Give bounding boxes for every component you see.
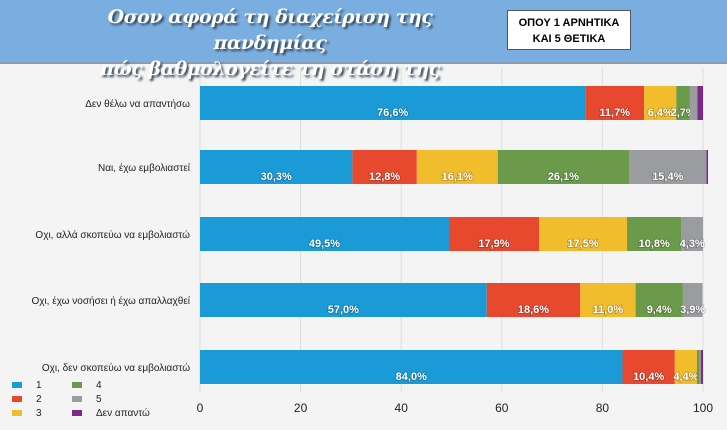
bar-segment xyxy=(200,86,586,120)
legend-swatch xyxy=(12,382,22,388)
note-line-2: ΚΑΙ 5 ΘΕΤΙΚΑ xyxy=(532,33,606,45)
legend-label: 2 xyxy=(36,394,42,405)
note-line-1: ΟΠΟΥ 1 ΑΡΝΗΤΙΚΑ xyxy=(518,17,620,29)
bar-segment xyxy=(697,86,703,120)
x-tick-label: 80 xyxy=(596,401,610,415)
x-tick-label: 0 xyxy=(197,401,204,415)
bar-segment xyxy=(585,86,645,120)
bar-segment xyxy=(627,217,682,251)
bar-segment xyxy=(200,283,487,317)
bar-segment xyxy=(200,217,449,251)
data-label: 17,9% xyxy=(478,238,509,250)
bar-segment xyxy=(689,86,698,120)
legend-swatch xyxy=(72,410,82,416)
category-label: Οχι, έχω νοσήσει ή έχω απαλλαχθεί xyxy=(31,295,190,307)
x-tick-label: 60 xyxy=(495,401,509,415)
bar-segment xyxy=(539,217,628,251)
legend-label: 4 xyxy=(96,380,102,391)
bar-segment xyxy=(580,283,636,317)
category-label: Οχι, αλλά σκοπεύω να εμβολιαστώ xyxy=(35,229,190,241)
bar-segment xyxy=(497,150,630,184)
data-label: 12,8% xyxy=(369,171,400,183)
data-label: 57,0% xyxy=(328,304,359,316)
scale-note: ΟΠΟΥ 1 ΑΡΝΗΤΙΚΑ ΚΑΙ 5 ΘΕΤΙΚΑ xyxy=(507,10,631,50)
bar-segment xyxy=(416,150,498,184)
data-label: 18,6% xyxy=(518,304,549,316)
legend-label: 5 xyxy=(96,394,102,405)
category-label: Ναι, έχω εμβολιαστεί xyxy=(98,162,191,174)
bar-segment xyxy=(448,217,540,251)
data-label: 11,7% xyxy=(599,107,630,119)
data-label: 4,3% xyxy=(680,238,705,250)
legend-swatch xyxy=(12,396,22,402)
data-label: 10,4% xyxy=(633,371,664,383)
bar-segment xyxy=(700,350,703,384)
bar-segment xyxy=(200,350,623,384)
legend-swatch xyxy=(72,382,82,388)
data-label: 6,4% xyxy=(648,107,673,119)
legend-label: Δεν απαντώ xyxy=(96,407,150,419)
x-tick-label: 40 xyxy=(395,401,409,415)
bar-segment xyxy=(352,150,417,184)
bar-segment xyxy=(682,283,703,317)
x-tick-label: 20 xyxy=(294,401,308,415)
data-label: 26,1% xyxy=(548,171,579,183)
data-label: 4,4% xyxy=(673,371,698,383)
data-label: 10,8% xyxy=(639,238,670,250)
bar-segment xyxy=(706,150,709,184)
data-label: 17,5% xyxy=(567,238,598,250)
bar-segment xyxy=(486,283,581,317)
data-label: 9,4% xyxy=(647,304,672,316)
bar-segment xyxy=(681,217,703,251)
bar-segment xyxy=(676,86,690,120)
data-label: 11,0% xyxy=(593,304,624,316)
data-label: 16,1% xyxy=(442,171,473,183)
bar-segment xyxy=(622,350,675,384)
bar-segment xyxy=(699,350,701,384)
title-line-1: Οσον αφορά τη διαχείριση της πανδημίας xyxy=(107,6,433,54)
data-label: 15,4% xyxy=(652,171,683,183)
data-label: 84,0% xyxy=(396,371,427,383)
legend-label: 3 xyxy=(36,408,42,419)
bar-segment xyxy=(200,150,353,184)
data-label: 49,5% xyxy=(309,238,340,250)
x-tick-label: 100 xyxy=(693,401,713,415)
bar-segment xyxy=(644,86,677,120)
category-label: Οχι, δεν σκοπεύω να εμβολιαστώ xyxy=(42,362,190,374)
bar-segment xyxy=(629,150,707,184)
data-label: 30,3% xyxy=(261,171,292,183)
legend-label: 1 xyxy=(36,380,42,391)
data-label: 3,9% xyxy=(680,304,705,316)
bar-segment xyxy=(635,283,683,317)
header-banner: Οσον αφορά τη διαχείριση της πανδημίας πώ… xyxy=(0,0,727,106)
legend-swatch xyxy=(72,396,82,402)
bar-segment xyxy=(674,350,697,384)
data-label: 76,6% xyxy=(377,107,408,119)
category-label: Δεν θέλω να απαντήσω xyxy=(85,98,190,110)
bar-segment xyxy=(696,350,700,384)
legend-swatch xyxy=(12,410,22,416)
